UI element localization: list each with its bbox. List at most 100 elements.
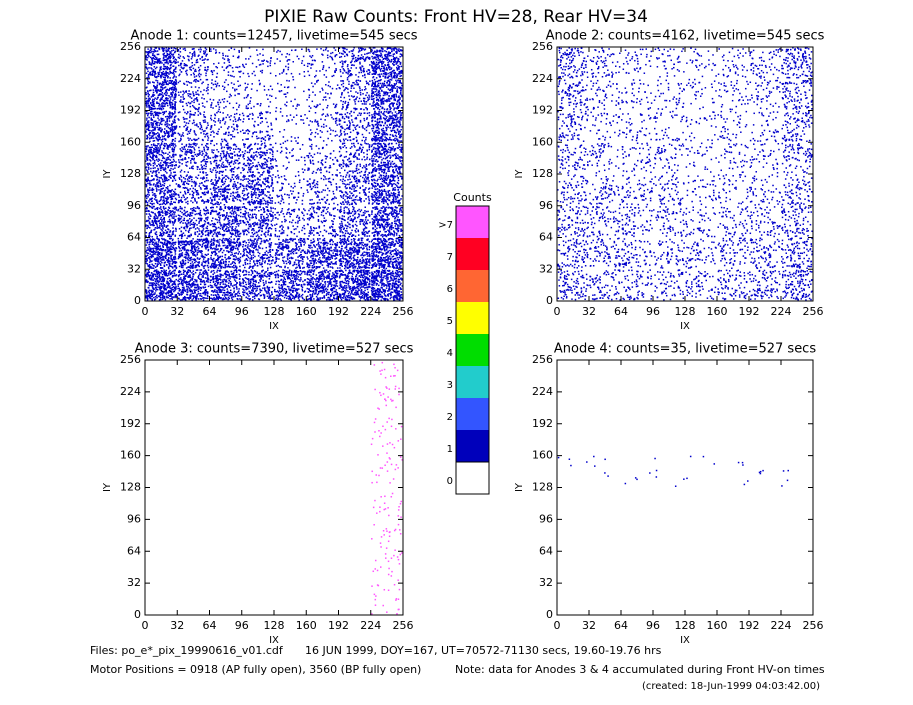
dot <box>392 170 394 173</box>
dot <box>381 50 384 53</box>
dot <box>266 121 268 124</box>
dot <box>340 94 343 96</box>
dot <box>252 164 254 167</box>
dot <box>185 64 187 67</box>
dot <box>150 117 153 119</box>
dot <box>161 188 163 190</box>
dot <box>249 102 251 104</box>
dot <box>212 183 214 186</box>
dot <box>371 67 374 69</box>
dot <box>170 195 172 198</box>
dot <box>374 116 377 119</box>
dot <box>231 134 233 136</box>
dot <box>258 137 260 139</box>
dot <box>182 56 185 58</box>
dot <box>267 65 269 68</box>
dot <box>391 121 394 123</box>
dot <box>150 108 152 111</box>
dot <box>239 148 241 150</box>
dot <box>285 105 288 107</box>
dot <box>396 69 399 71</box>
dot <box>237 131 239 134</box>
dot <box>193 79 196 81</box>
dot <box>151 107 153 110</box>
dot <box>207 200 209 203</box>
dot <box>390 71 392 74</box>
dot <box>335 117 338 120</box>
dot <box>196 100 199 102</box>
dot <box>327 84 330 87</box>
dot <box>187 148 189 151</box>
dot <box>225 67 228 69</box>
dot <box>335 68 337 70</box>
dot <box>172 161 174 163</box>
dot <box>194 124 196 126</box>
dot <box>171 142 174 145</box>
dot <box>310 148 313 150</box>
dot <box>386 156 389 158</box>
dot <box>174 101 176 103</box>
dot <box>161 190 163 193</box>
dot <box>392 63 394 65</box>
dot <box>201 55 204 58</box>
dot <box>324 161 327 164</box>
dot <box>150 198 153 200</box>
dot <box>360 71 363 74</box>
dot <box>168 144 171 146</box>
dot <box>151 99 154 102</box>
dot <box>385 163 387 166</box>
dot <box>339 163 341 166</box>
dot <box>227 55 229 57</box>
dot <box>380 99 383 102</box>
dot <box>225 131 227 134</box>
dot <box>260 112 262 115</box>
dot <box>165 143 167 145</box>
dot <box>373 97 375 100</box>
dot <box>174 167 176 169</box>
dot <box>393 114 396 117</box>
dot <box>214 156 216 158</box>
dot <box>347 127 349 129</box>
dot <box>165 101 168 104</box>
dot <box>146 157 149 160</box>
dot <box>343 69 345 71</box>
dot <box>161 62 163 64</box>
dot <box>397 59 399 62</box>
dot <box>216 72 219 75</box>
dot <box>399 80 401 83</box>
dot <box>379 54 381 57</box>
dot <box>204 193 207 196</box>
dot <box>193 80 195 82</box>
dot <box>314 94 316 96</box>
dot <box>151 172 154 174</box>
dot <box>162 81 164 83</box>
dot <box>165 72 168 74</box>
dot <box>147 177 149 180</box>
dot <box>384 168 386 171</box>
dot <box>145 167 147 169</box>
dot <box>159 66 162 69</box>
dot <box>377 84 380 87</box>
dot <box>238 157 240 160</box>
dot <box>355 80 357 82</box>
dot <box>237 85 240 87</box>
dot <box>344 102 346 104</box>
dot <box>353 154 356 156</box>
dot <box>252 157 254 160</box>
dot <box>206 59 209 61</box>
dot <box>371 88 374 90</box>
dot <box>258 83 261 86</box>
dot <box>166 104 169 107</box>
dot <box>197 137 200 140</box>
dot <box>182 148 184 150</box>
dot <box>154 174 157 177</box>
dot <box>145 67 148 69</box>
dot <box>152 101 154 103</box>
dot <box>371 155 373 157</box>
dot <box>192 113 195 116</box>
dot <box>174 106 176 108</box>
dot <box>346 107 348 109</box>
dot <box>227 146 230 149</box>
dot <box>393 61 395 63</box>
dot <box>167 99 169 102</box>
